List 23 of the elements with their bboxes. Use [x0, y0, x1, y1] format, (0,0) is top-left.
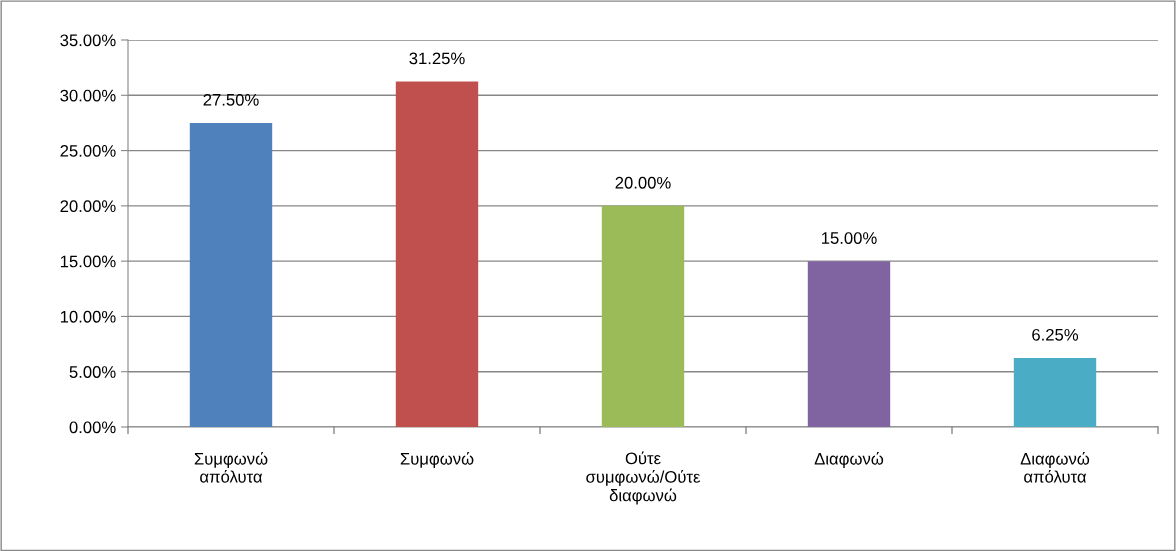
- y-tick-label: 0.00%: [69, 421, 116, 434]
- data-label: 20.00%: [615, 176, 671, 189]
- data-label: 6.25%: [1032, 328, 1079, 341]
- y-tick-label: 35.00%: [60, 34, 116, 47]
- data-label: 27.50%: [203, 93, 259, 106]
- bar: [807, 261, 891, 427]
- data-label: 31.25%: [409, 52, 465, 65]
- x-tick-label: Συμφωνώ απόλυτα: [194, 452, 268, 483]
- y-tick-label: 25.00%: [60, 144, 116, 157]
- data-label: 15.00%: [822, 232, 877, 244]
- y-tick-label: 5.00%: [69, 366, 116, 378]
- bar: [395, 81, 479, 427]
- y-tick-label: 10.00%: [60, 310, 116, 323]
- x-tick-label: Ούτε συμφωνώ/Ούτε διαφωνώ: [586, 451, 701, 505]
- y-tick-label: 15.00%: [60, 255, 116, 268]
- x-tick-label: Διαφωνώ: [814, 452, 884, 469]
- bar: [1013, 357, 1097, 427]
- x-tick-label: Συμφωνώ: [400, 452, 474, 469]
- bar: [601, 205, 685, 427]
- y-tick-label: 30.00%: [60, 89, 116, 102]
- bar: [189, 122, 273, 427]
- x-tick-label: Διαφωνώ απόλυτα: [1020, 452, 1090, 483]
- y-tick-label: 20.00%: [60, 200, 116, 213]
